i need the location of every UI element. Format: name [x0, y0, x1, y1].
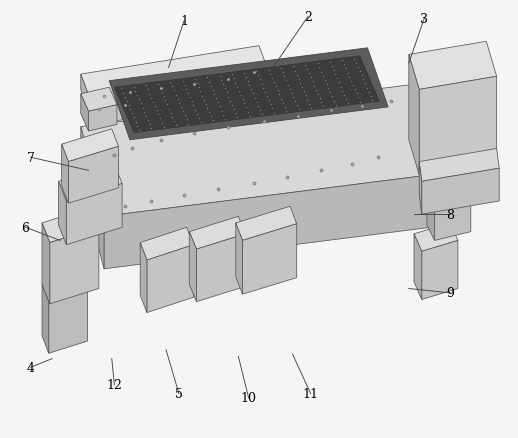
Text: 11: 11	[303, 387, 319, 400]
Text: 1: 1	[180, 15, 188, 28]
Polygon shape	[81, 75, 94, 125]
Text: 5: 5	[175, 387, 183, 400]
Polygon shape	[242, 224, 297, 294]
Text: 3: 3	[420, 13, 428, 25]
Text: 6: 6	[21, 221, 30, 234]
Text: 2: 2	[304, 11, 312, 24]
Polygon shape	[189, 217, 246, 250]
Polygon shape	[422, 169, 499, 215]
Text: 9: 9	[446, 287, 454, 300]
Polygon shape	[66, 184, 122, 245]
Polygon shape	[50, 228, 99, 304]
Polygon shape	[94, 81, 272, 125]
Text: 7: 7	[27, 152, 35, 164]
Polygon shape	[59, 182, 66, 245]
Text: 8: 8	[446, 208, 454, 221]
Polygon shape	[114, 57, 379, 134]
Polygon shape	[89, 106, 117, 132]
Polygon shape	[147, 245, 193, 313]
Text: 4: 4	[26, 361, 35, 374]
Polygon shape	[42, 223, 50, 304]
Polygon shape	[419, 149, 499, 182]
Polygon shape	[59, 164, 122, 201]
Polygon shape	[81, 88, 117, 112]
Polygon shape	[419, 162, 422, 215]
Polygon shape	[42, 208, 99, 243]
Polygon shape	[427, 195, 435, 241]
Text: 10: 10	[241, 392, 256, 405]
Polygon shape	[414, 223, 458, 252]
Polygon shape	[68, 147, 119, 204]
Polygon shape	[414, 234, 422, 300]
Polygon shape	[109, 49, 388, 141]
Polygon shape	[419, 77, 497, 175]
Polygon shape	[62, 145, 68, 204]
Polygon shape	[42, 285, 49, 353]
Polygon shape	[42, 272, 88, 302]
Polygon shape	[427, 186, 471, 210]
Polygon shape	[140, 243, 147, 313]
Polygon shape	[140, 228, 193, 261]
Polygon shape	[435, 201, 471, 241]
Polygon shape	[81, 127, 104, 269]
Polygon shape	[409, 55, 419, 175]
Polygon shape	[81, 81, 466, 217]
Polygon shape	[236, 207, 297, 241]
Polygon shape	[196, 234, 246, 302]
Polygon shape	[62, 130, 119, 162]
Polygon shape	[236, 223, 242, 294]
Polygon shape	[81, 46, 272, 110]
Polygon shape	[49, 290, 88, 353]
Polygon shape	[409, 42, 497, 90]
Polygon shape	[104, 171, 466, 269]
Polygon shape	[81, 95, 89, 132]
Text: 12: 12	[106, 378, 122, 392]
Polygon shape	[189, 232, 196, 302]
Polygon shape	[422, 241, 458, 300]
